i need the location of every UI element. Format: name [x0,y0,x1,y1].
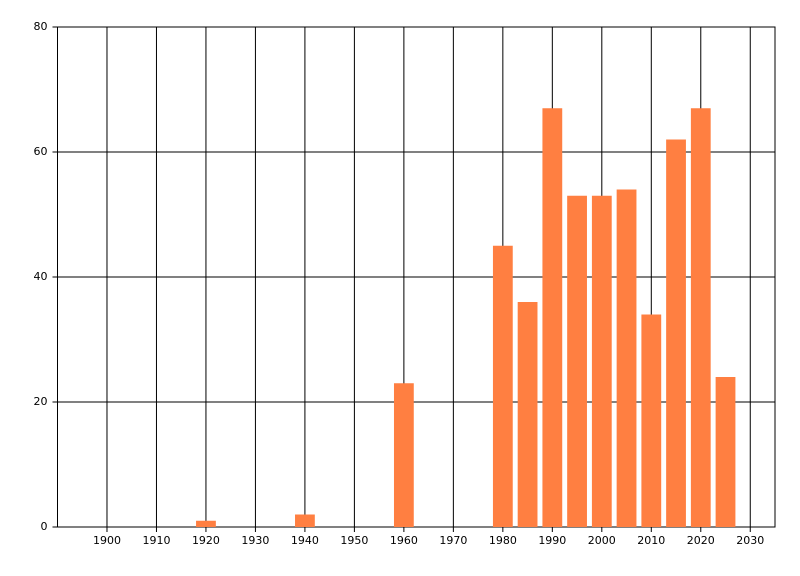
x-tick-label: 1910 [142,534,170,547]
bar [715,377,736,527]
x-tick-label: 1900 [93,534,121,547]
x-tick-label: 1970 [439,534,467,547]
bar [393,383,414,527]
x-tick-label: 1990 [538,534,566,547]
bar [196,520,216,527]
y-tick-label: 80 [34,20,48,33]
bar [542,108,563,527]
y-tick-label: 60 [34,145,48,158]
bar [641,314,662,527]
x-tick-label: 1960 [390,534,418,547]
x-tick-label: 2010 [637,534,665,547]
bar [567,195,587,527]
y-tick-label: 20 [34,395,48,408]
bar [591,195,612,527]
bar [666,139,686,527]
x-tick-label: 1980 [489,534,517,547]
bar [295,514,315,527]
y-tick-label: 0 [41,520,48,533]
bar [517,302,538,527]
x-tick-label: 1920 [192,534,220,547]
x-tick-label: 2000 [588,534,616,547]
x-tick-label: 2030 [736,534,764,547]
bar [616,189,637,527]
x-tick-label: 1940 [291,534,319,547]
x-tick-label: 1930 [241,534,269,547]
x-tick-label: 1950 [340,534,368,547]
bar [492,245,513,527]
y-tick-label: 40 [34,270,48,283]
bar [690,108,711,527]
x-tick-label: 2020 [687,534,715,547]
